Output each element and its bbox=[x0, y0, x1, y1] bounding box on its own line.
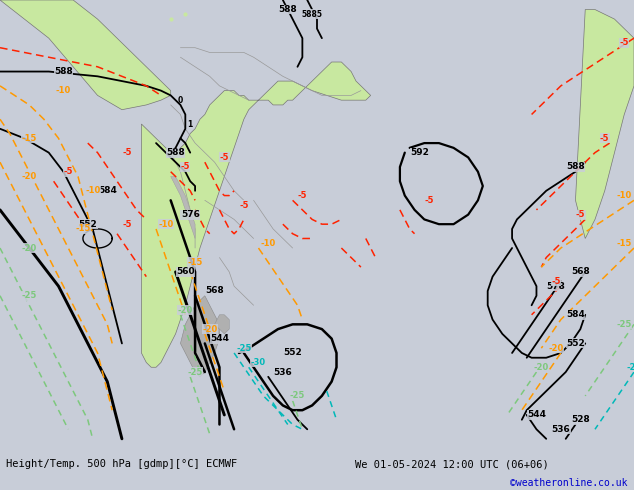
Polygon shape bbox=[141, 62, 371, 368]
Polygon shape bbox=[214, 315, 230, 334]
Polygon shape bbox=[576, 9, 634, 239]
Text: -15: -15 bbox=[22, 134, 37, 143]
Text: -5: -5 bbox=[122, 220, 131, 229]
Text: -25: -25 bbox=[22, 291, 37, 300]
Text: 588: 588 bbox=[566, 163, 585, 172]
Text: -5: -5 bbox=[239, 200, 249, 210]
Polygon shape bbox=[181, 296, 219, 377]
Text: 528: 528 bbox=[571, 415, 590, 424]
Text: -5: -5 bbox=[551, 277, 560, 286]
Text: -20: -20 bbox=[22, 172, 37, 181]
Text: 0: 0 bbox=[178, 96, 183, 105]
Text: -5: -5 bbox=[219, 153, 229, 162]
Text: 588: 588 bbox=[166, 148, 185, 157]
Text: -20: -20 bbox=[178, 306, 193, 315]
Polygon shape bbox=[0, 0, 171, 110]
Text: -5: -5 bbox=[297, 191, 307, 200]
Text: -5: -5 bbox=[63, 167, 73, 176]
Text: -20: -20 bbox=[548, 343, 564, 353]
Text: 552: 552 bbox=[283, 348, 302, 358]
Text: -5: -5 bbox=[619, 38, 629, 48]
Text: We 01-05-2024 12:00 UTC (06+06): We 01-05-2024 12:00 UTC (06+06) bbox=[355, 459, 549, 469]
Text: -5: -5 bbox=[576, 210, 585, 219]
Text: 588: 588 bbox=[54, 67, 73, 76]
Text: 568: 568 bbox=[571, 268, 590, 276]
Text: -10: -10 bbox=[85, 186, 100, 196]
Text: -25: -25 bbox=[626, 363, 634, 372]
Text: 536: 536 bbox=[552, 425, 570, 434]
Text: -20: -20 bbox=[22, 244, 37, 252]
Text: Height/Temp. 500 hPa [gdmp][°C] ECMWF: Height/Temp. 500 hPa [gdmp][°C] ECMWF bbox=[6, 459, 238, 469]
Text: -25: -25 bbox=[290, 392, 305, 400]
Text: 560: 560 bbox=[176, 268, 195, 276]
Text: -15: -15 bbox=[75, 224, 91, 233]
Text: 544: 544 bbox=[527, 411, 546, 419]
Text: -20: -20 bbox=[534, 363, 549, 372]
Text: ©weatheronline.co.uk: ©weatheronline.co.uk bbox=[510, 477, 628, 488]
Text: -5: -5 bbox=[181, 163, 190, 172]
Text: 584: 584 bbox=[98, 186, 117, 196]
Text: 536: 536 bbox=[273, 368, 292, 376]
Text: -10: -10 bbox=[158, 220, 174, 229]
Text: 584: 584 bbox=[566, 310, 585, 319]
Text: 576: 576 bbox=[181, 210, 200, 219]
Text: -20: -20 bbox=[202, 324, 217, 334]
Text: 544: 544 bbox=[210, 334, 229, 343]
Text: -5: -5 bbox=[600, 134, 609, 143]
Text: 588: 588 bbox=[278, 5, 297, 14]
Text: -15: -15 bbox=[188, 258, 203, 267]
Text: 552: 552 bbox=[566, 339, 585, 348]
Text: -10: -10 bbox=[617, 191, 632, 200]
Text: 568: 568 bbox=[205, 287, 224, 295]
Text: 552: 552 bbox=[79, 220, 97, 229]
Text: -25: -25 bbox=[236, 343, 252, 353]
Text: 5885: 5885 bbox=[302, 10, 323, 19]
Text: -5: -5 bbox=[122, 148, 131, 157]
Text: -25: -25 bbox=[188, 368, 203, 376]
Text: -10: -10 bbox=[56, 86, 71, 95]
Text: -5: -5 bbox=[424, 196, 434, 205]
Text: -30: -30 bbox=[251, 358, 266, 367]
Text: -25: -25 bbox=[616, 320, 632, 329]
Text: 578: 578 bbox=[547, 282, 566, 291]
Polygon shape bbox=[171, 176, 195, 239]
Text: -10: -10 bbox=[261, 239, 276, 248]
Text: 592: 592 bbox=[410, 148, 429, 157]
Text: -15: -15 bbox=[616, 239, 632, 248]
Text: 1: 1 bbox=[188, 120, 193, 128]
